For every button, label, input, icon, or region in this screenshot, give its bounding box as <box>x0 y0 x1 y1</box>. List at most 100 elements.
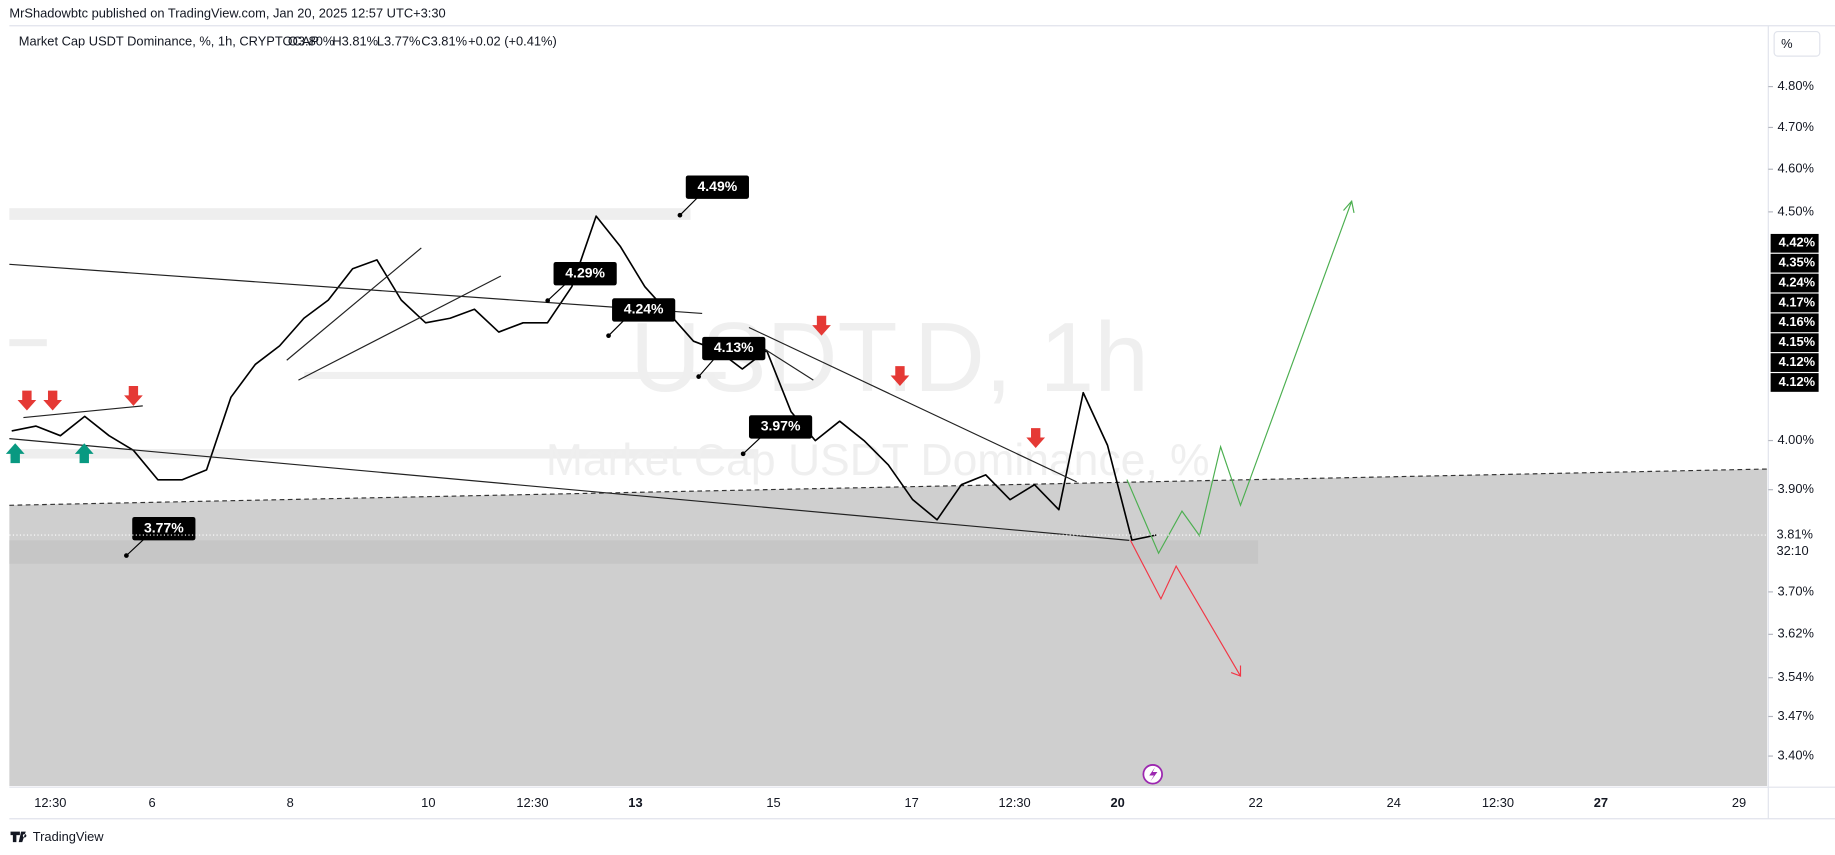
countdown: 32:10 <box>1776 543 1808 558</box>
legend-ohlc: L3.77% <box>377 33 421 48</box>
x-tick-label: 8 <box>287 795 294 810</box>
arrow-head <box>1230 665 1242 677</box>
legend-ohlc: O3.80% <box>288 33 334 48</box>
annotation-box <box>702 336 766 361</box>
annotation-box <box>685 175 749 199</box>
price-badge <box>1770 273 1819 293</box>
annotation-label: 3.97% <box>761 418 801 434</box>
zone-band <box>9 540 1259 564</box>
event-icon-bolt <box>1149 767 1158 782</box>
trend-line <box>286 247 422 361</box>
x-tick-label: 6 <box>149 795 156 810</box>
sell-arrow <box>17 390 37 411</box>
zone-band <box>9 339 47 347</box>
buy-arrow <box>5 443 25 464</box>
x-tick-label: 15 <box>766 795 780 810</box>
price-line <box>11 215 1157 541</box>
watermark: Market Cap USDT Dominance, % <box>546 436 1210 485</box>
sell-arrow <box>812 315 831 336</box>
footer-brand: TradingView <box>33 829 104 844</box>
annotation-dot <box>696 374 701 379</box>
tv-logo <box>10 831 27 843</box>
y-tick-label: 4.00% <box>1777 432 1813 447</box>
y-tick-label: 4.50% <box>1777 203 1813 218</box>
y-tick-label: 3.47% <box>1777 708 1813 723</box>
price-badge <box>1770 233 1819 253</box>
x-tick-label: 27 <box>1594 795 1608 810</box>
x-tick-label: 24 <box>1387 795 1401 810</box>
legend-symbol: Market Cap USDT Dominance, %, 1h, CRYPTO… <box>19 33 319 48</box>
scale-button-label[interactable]: % <box>1781 36 1792 51</box>
trend-line <box>23 405 143 419</box>
buy-arrow <box>74 443 94 464</box>
annotation-dot <box>545 298 551 303</box>
x-tick-label: 13 <box>628 795 642 810</box>
legend-values: O3.80%H3.81%L3.77% C3.81% +0.02 (+0.41%) <box>288 33 557 48</box>
y-tick-label: 4.80% <box>1777 78 1813 93</box>
bull-projection <box>1126 200 1353 555</box>
price-badge <box>1770 293 1819 313</box>
zone-band <box>9 449 759 459</box>
demand-zone <box>9 469 1768 786</box>
y-tick-label: 3.90% <box>1777 481 1813 496</box>
y-tick-label: 3.70% <box>1777 583 1813 598</box>
price-badge <box>1770 313 1819 333</box>
annotation-label: 4.13% <box>714 339 754 355</box>
x-tick-label: 12:30 <box>1482 795 1514 810</box>
x-tick-label: 10 <box>421 795 435 810</box>
annotation-leader <box>698 357 716 378</box>
y-tick-label: 3.54% <box>1777 669 1813 684</box>
annotation-dot <box>124 553 129 558</box>
annotation-box <box>553 261 617 286</box>
legend-change: +0.02 (+0.41%) <box>468 33 557 48</box>
sell-arrow <box>124 385 143 406</box>
price-badge-label: 4.16% <box>1779 314 1816 329</box>
drawings-back <box>9 208 1768 786</box>
x-tick-label: 12:30 <box>516 795 548 810</box>
y-tick-label: 4.70% <box>1777 119 1813 134</box>
trend-line <box>748 326 1077 483</box>
dashed-line <box>9 468 1768 506</box>
annotation-label: 3.77% <box>144 519 184 535</box>
price-badge-label: 4.17% <box>1779 294 1816 309</box>
annotation-label: 4.29% <box>565 264 605 280</box>
last-price-label: 3.81% <box>1776 526 1812 541</box>
annotation-label: 4.49% <box>698 178 738 194</box>
price-badge-label: 4.12% <box>1779 374 1816 389</box>
bear-projection <box>1129 540 1242 677</box>
price-badge <box>1770 253 1819 273</box>
zone-band <box>304 371 726 379</box>
x-tick-label: 12:30 <box>34 795 66 810</box>
price-badge-label: 4.12% <box>1779 354 1816 369</box>
trend-line <box>9 438 1130 541</box>
x-tick-label: 12:30 <box>999 795 1031 810</box>
price-badge <box>1770 333 1819 353</box>
annotation-dot <box>677 212 683 218</box>
trend-line <box>298 275 502 381</box>
annotation-box <box>132 516 196 541</box>
annotation-leader <box>547 282 567 302</box>
annotation-box <box>748 415 813 439</box>
x-tick-label: 22 <box>1249 795 1263 810</box>
plot <box>11 215 1157 541</box>
price-badge-label: 4.15% <box>1779 334 1816 349</box>
price-badge-label: 4.24% <box>1779 274 1816 289</box>
y-tick-label: 3.40% <box>1777 747 1813 762</box>
price-badge-label: 4.35% <box>1779 255 1816 270</box>
y-tick-label: 4.60% <box>1777 161 1813 176</box>
annotation-label: 4.24% <box>624 301 664 317</box>
price-badge <box>1770 373 1819 392</box>
zone-band <box>9 208 691 220</box>
y-tick-label: 3.62% <box>1777 626 1813 641</box>
legend-ohlc: H3.81% <box>332 33 378 48</box>
scale-button[interactable] <box>1773 30 1821 57</box>
annotation-leader <box>608 318 626 337</box>
x-tick-label: 20 <box>1110 795 1124 810</box>
annotation-dot <box>606 333 611 339</box>
sell-arrow <box>1026 428 1046 448</box>
price-badge <box>1770 353 1819 372</box>
legend-ohlc: C3.81% <box>421 33 467 48</box>
sell-arrow <box>43 390 63 411</box>
arrow-head <box>1343 199 1355 213</box>
